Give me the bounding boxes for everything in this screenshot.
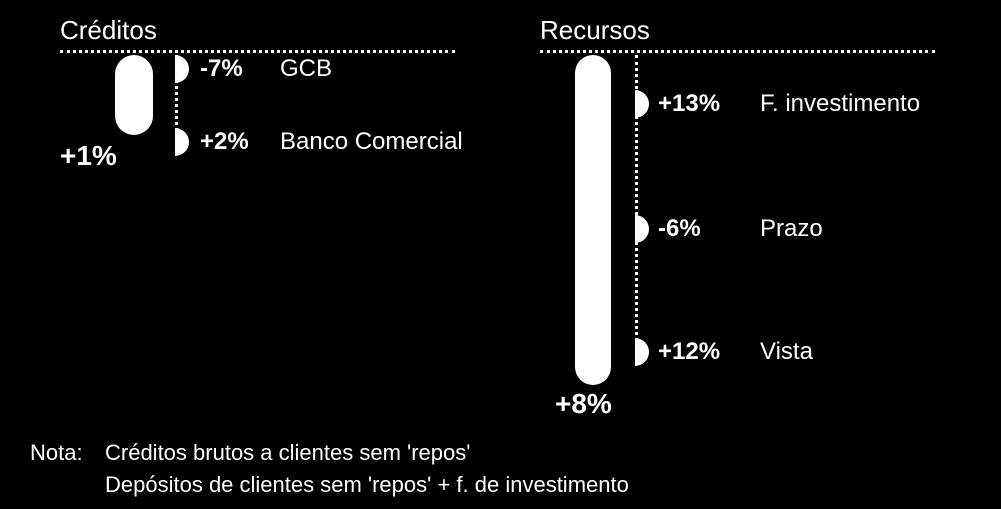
recursos-item-1-pill [635,215,649,243]
recursos-item-0-value: +13% [658,90,720,118]
footnote-line2: Depósitos de clientes sem 'repos' + f. d… [105,472,629,498]
creditos-total-value: +1% [60,140,117,172]
recursos-total-value: +8% [555,388,612,420]
recursos-item-1-name: Prazo [760,215,823,243]
creditos-total-pill [115,55,153,135]
creditos-title: Créditos [60,15,157,46]
creditos-item-0-pill [175,55,189,83]
recursos-item-2-pill [635,338,649,366]
footnote-label: Nota: [30,440,83,466]
creditos-item-1-value: +2% [200,128,249,156]
recursos-item-1-value: -6% [658,215,701,243]
creditos-item-1-pill [175,128,189,156]
recursos-divider [540,50,935,53]
creditos-item-1-name: Banco Comercial [280,128,463,156]
recursos-item-0-pill [635,90,649,118]
creditos-divider [60,50,455,53]
recursos-item-2-name: Vista [760,338,813,366]
creditos-item-0-value: -7% [200,55,243,83]
recursos-total-pill [575,55,611,385]
chart-area: Créditos +1% -7% GCB +2% Banco Comercial… [0,0,1001,420]
recursos-item-0-name: F. investimento [760,90,920,118]
creditos-item-0-name: GCB [280,55,332,83]
recursos-title: Recursos [540,15,650,46]
footnote-line1: Créditos brutos a clientes sem 'repos' [105,440,470,466]
recursos-item-2-value: +12% [658,338,720,366]
